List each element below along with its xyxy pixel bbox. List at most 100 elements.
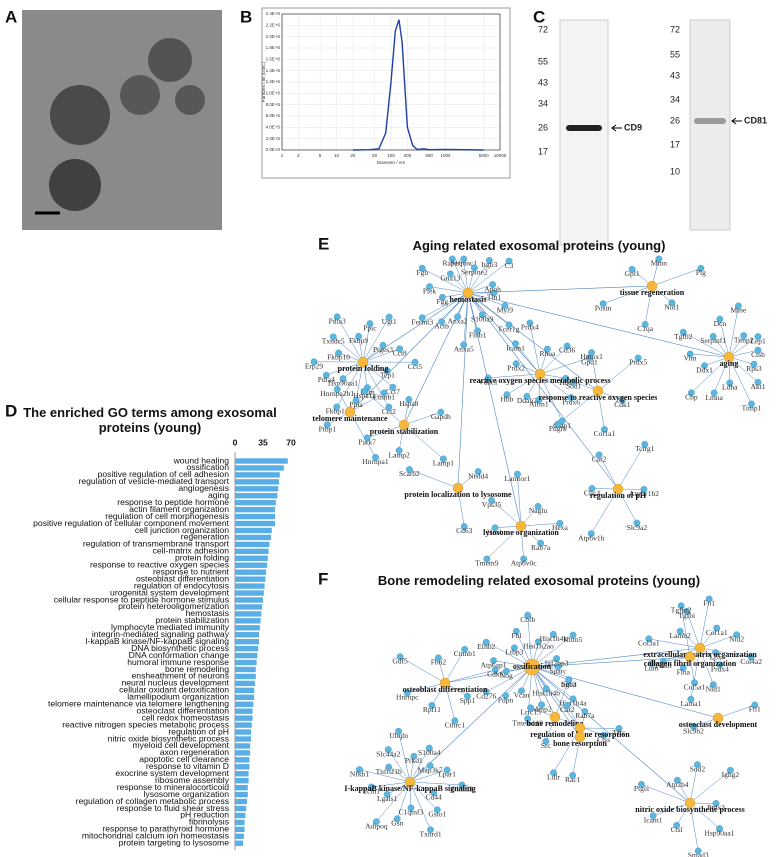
bar [235,604,263,610]
protein-node [587,530,595,537]
protein-node [709,332,717,340]
protein-label: Ifitm5 [564,635,583,644]
bar [235,778,249,784]
edge [531,634,574,668]
edge [728,336,759,358]
x-tick-label: 70 [286,437,296,447]
protein-node [599,300,607,308]
protein-node [563,701,571,709]
vesicle [120,75,160,115]
bar [235,659,257,666]
protein-node [482,638,490,646]
edge [529,322,541,375]
protein-label: Ddah2 [517,396,537,405]
protein-label: Prdx6 [562,397,580,406]
protein-node [393,815,401,823]
protein-node [395,727,402,735]
hub-link [349,292,469,413]
y-tick-label: 2.0E+6 [266,34,281,39]
term-label: nitric oxide biosynthetic process [635,805,744,814]
protein-node [490,289,498,297]
edge [362,361,393,388]
ladder-label: 55 [538,56,548,66]
edge [531,666,574,700]
term-label: reactive oxygen species metabolic proces… [469,376,610,385]
protein-label: Anxa5 [454,345,474,354]
category-label: integrin-mediated signaling pathway [92,629,230,639]
bar [235,583,265,589]
protein-node [694,761,701,769]
protein-node [524,715,532,723]
edge [467,260,490,294]
protein-label: Fbn2 [431,658,447,667]
protein-node [640,486,648,493]
protein-node [751,701,759,709]
protein-node [569,631,577,639]
protein-node [329,333,337,341]
protein-node [683,607,691,615]
protein-label: Nid1 [664,302,679,311]
category-label: osteoclast differentiation [136,705,229,715]
x-axis-label: Diameter / nm [377,160,406,165]
protein-label: Apoh [484,284,501,293]
protein-node [645,635,653,643]
edge [403,424,444,460]
hub-link [531,666,719,719]
protein-node [716,661,724,669]
term-label: protein folding [338,364,389,373]
protein-label: Timp2 [734,335,754,344]
protein-label: Ubqln [389,731,408,740]
category-label: cellular oxidant detoxification [119,685,229,695]
edge [457,487,465,527]
edge [689,802,720,829]
protein-node [563,342,571,350]
protein-node [687,389,695,397]
protein-node [410,752,418,760]
protein-node [697,264,705,272]
ladder-label: 17 [670,139,680,149]
ladder-label: 55 [670,49,680,59]
term-label: aging [720,359,739,368]
network-f: Sparc Snca Hist1h4a Hist1h4b Mmp2 Tmem119 Vcan… [344,595,762,857]
protein-label: Fcer1g [499,325,520,334]
term-node [357,356,369,368]
protein-node [446,270,454,278]
protein-node [659,657,667,665]
bar [235,722,252,728]
protein-label: Prdx4 [521,323,539,332]
protein-label: Myl9 [497,305,514,314]
protein-label: Ighg2 [722,770,740,779]
protein-node [460,523,468,530]
y-tick-label: 8.0E+5 [266,102,281,107]
bar [235,520,275,527]
term-label: ossification [513,662,552,671]
protein-label: Hsp90aa1 [328,378,358,387]
protein-node [380,389,388,397]
term-node [684,797,696,809]
protein-label: Hist1h4k [540,634,568,643]
x-tick-label: 35 [258,437,268,447]
blot-right [689,19,731,231]
protein-label: Slc9a2 [627,523,648,532]
protein-label: Efnb2 [477,642,496,651]
category-label: regulation of endocytosis [134,580,229,590]
protein-label: Lum [644,663,658,672]
protein-node [754,378,762,386]
protein-node [701,362,708,370]
protein-label: Tln1 [487,293,501,302]
protein-label: Fn1 [703,599,715,608]
protein-node [470,264,478,272]
bar [235,632,259,638]
ladder-label: 34 [670,94,680,104]
protein-label: Cd276 [476,691,496,700]
ladder-label: 72 [538,24,548,34]
ladder-label: 72 [670,24,680,34]
protein-node [735,302,742,310]
protein-label: Tmem9 [475,559,499,568]
edge [429,286,469,294]
bar [235,826,245,833]
edge [728,356,752,405]
edge [699,598,710,649]
edge [689,770,731,804]
